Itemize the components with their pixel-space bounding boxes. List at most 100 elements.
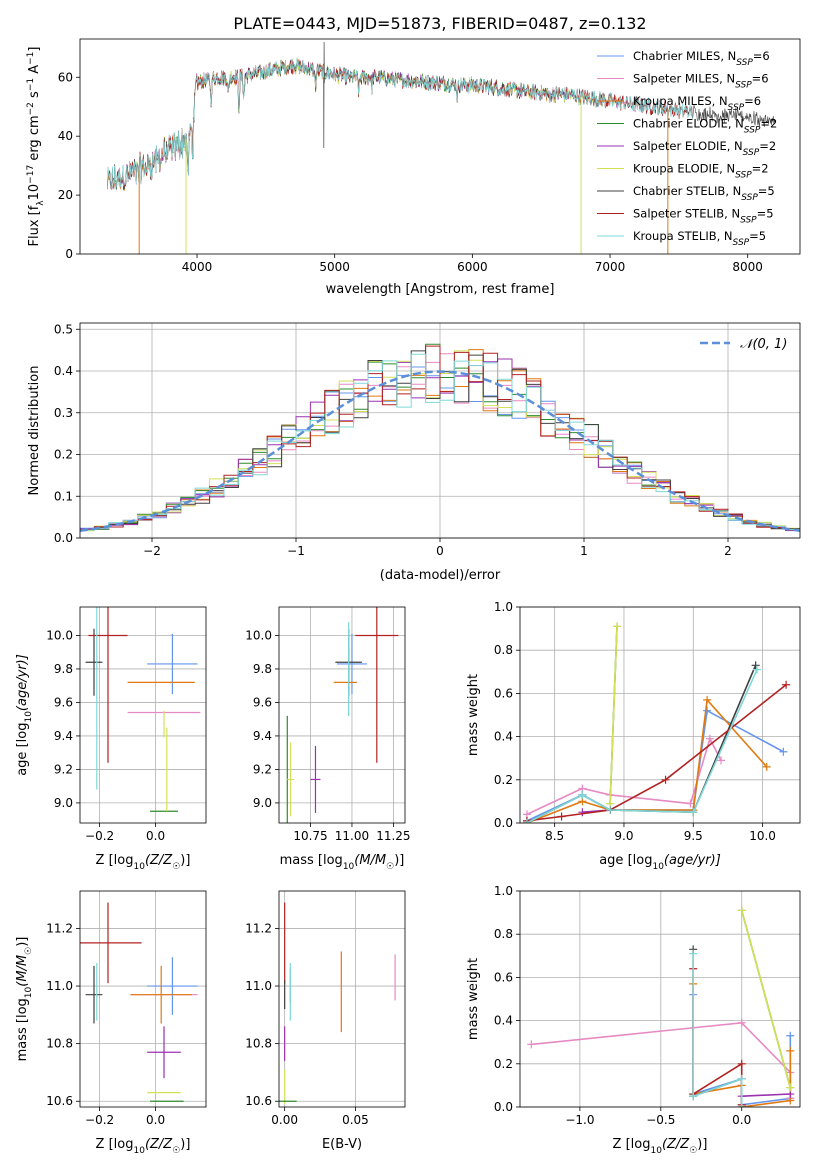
- mass_weight_vs_z-marker-kroupa_stelib: [737, 1074, 746, 1083]
- mass_vs_z-frame: [79, 890, 207, 1108]
- mass_vs_z-ytick-label: 11.2: [46, 921, 73, 935]
- mass_weight_vs_z-frame: [519, 890, 801, 1108]
- mass_weight_vs_age-marker-chabrier_miles: [703, 706, 712, 715]
- legend-label-chabrier_miles: Chabrier MILES, NSSP=6: [633, 49, 770, 68]
- mass_weight_vs_age-marker-salpeter_stelib: [557, 812, 566, 821]
- age_vs_mass-xtick-label: 10.75: [293, 829, 327, 843]
- mass_weight_vs_z-xlabel: Z [log10(Z/Z☉)]: [613, 1137, 708, 1156]
- mass_vs_z-ytick-label: 10.8: [46, 1037, 73, 1051]
- residuals-xtick-label: −2: [143, 544, 161, 558]
- mass_weight_vs_z-marker-salpeter_miles: [527, 1040, 536, 1049]
- age_vs_mass-plot: [286, 607, 399, 823]
- mass_vs_z-ytick-label: 10.6: [46, 1094, 73, 1108]
- residuals-plot: [80, 343, 800, 532]
- mass_vs_ebv-plot: [279, 902, 396, 1105]
- hist-legend-label: 𝒩(0, 1): [740, 337, 787, 352]
- mass_weight_vs_age-ytick-label: 1.0: [494, 600, 513, 614]
- mass_vs_z-ytick-label: 11.0: [46, 979, 73, 993]
- mass_weight_vs_z-marker-kroupa_miles: [786, 1046, 795, 1055]
- age_vs_z-ytick-label: 9.8: [54, 662, 73, 676]
- age_vs_mass-ytick-label: 9.8: [253, 662, 272, 676]
- mass_weight_vs_z-plot: [527, 906, 795, 1107]
- age_vs_z-ytick-label: 10.0: [46, 628, 73, 642]
- age_vs_z-frame: [79, 606, 207, 824]
- figure-title: PLATE=0443, MJD=51873, FIBERID=0487, z=0…: [233, 14, 646, 33]
- mass_weight_vs_age-line-kroupa_elodie: [609, 626, 618, 804]
- mass_vs_ebv-axes: 0.00 0.05 10.6 10.8 11.0 11.2 E(B-V): [245, 890, 406, 1152]
- residuals-xtick-label: 1: [580, 544, 588, 558]
- mass_vs_ebv-ytick-label: 10.8: [245, 1037, 272, 1051]
- mass_weight_vs_z-marker-kroupa_stelib: [689, 949, 698, 958]
- mass_weight_vs_age-xtick-label: 9.5: [684, 829, 703, 843]
- mass_weight_vs_age-marker-salpeter_elodie: [578, 808, 587, 817]
- legend-label-kroupa_stelib: Kroupa STELIB, NSSP=5: [633, 229, 766, 248]
- mass_weight_vs_age-xtick-label: 9.0: [614, 829, 633, 843]
- mass_weight_vs_age-marker-salpeter_stelib: [661, 775, 670, 784]
- mass_weight_vs_age-marker-kroupa_elodie: [613, 622, 622, 631]
- mass_weight_vs_age-marker-kroupa_stelib: [578, 790, 587, 799]
- spectrum-frame: [79, 38, 801, 255]
- spectrum-axes: 4000 5000 6000 7000 8000 0 20 40 60 wavelength [A…: [26, 38, 801, 297]
- spectrum-xtick-label: 8000: [732, 260, 763, 274]
- spectrum-xtick-label: 6000: [457, 260, 488, 274]
- mass_weight_vs_age-marker-kroupa_stelib: [522, 819, 531, 823]
- hist-series-salpeter_stelib: [80, 345, 800, 531]
- age_vs_z-ytick-label: 9.0: [54, 796, 73, 810]
- legend-label-salpeter_stelib: Salpeter STELIB, NSSP=5: [633, 207, 774, 226]
- mass_weight_vs_age-ytick-label: 0.0: [494, 816, 513, 830]
- mass_weight_vs_age-ytick-label: 0.4: [494, 730, 513, 744]
- hist-normal-curve: [80, 370, 800, 532]
- mass_weight_vs_z-xtick-label: −0.5: [646, 1113, 675, 1127]
- mass_weight_vs_z-marker-kroupa_elodie: [786, 1083, 795, 1092]
- residuals-ytick-label: 0.0: [54, 531, 73, 545]
- residuals-axes: −2 −1 0 1 2 0.0 0.1 0.2 0.3 0.4 0.5 (data-model)/er…: [27, 322, 801, 583]
- mass_vs_ebv-ytick-label: 11.0: [245, 979, 272, 993]
- age-vs-z-ylabel: age [log10(age/yr)]: [15, 654, 34, 776]
- mass_weight_vs_age-xtick-label: 8.5: [545, 829, 564, 843]
- legend-label-salpeter_miles: Salpeter MILES, NSSP=6: [633, 72, 769, 91]
- mass_weight_vs_age-marker-salpeter_miles: [705, 734, 714, 743]
- mass_weight_vs_age-marker-salpeter_stelib: [782, 680, 791, 689]
- mass_weight_vs_z-ytick-label: 0.2: [494, 1057, 513, 1071]
- mass_weight_vs_z-ytick-label: 0.8: [494, 927, 513, 941]
- mass_weight_vs_age-marker-chabrier_stelib: [751, 661, 760, 670]
- mass_weight_vs_age-marker-kroupa_stelib: [606, 806, 615, 815]
- age-vs-mass-xlabel: mass [log10(M/M☉)]: [280, 853, 405, 872]
- age_vs_mass-xtick-label: 11.25: [376, 829, 410, 843]
- residuals-xtick-label: 0: [436, 544, 444, 558]
- mass_weight_vs_age-marker-salpeter_miles: [716, 756, 725, 765]
- age_vs_z-xtick-label: −0.2: [85, 829, 114, 843]
- hist-ylabel: Normed distribution: [27, 366, 42, 496]
- mass_weight_vs_z-ytick-label: 0.6: [494, 970, 513, 984]
- residuals-ytick-label: 0.2: [54, 448, 73, 462]
- age_vs_z-xtick-label: 0.0: [146, 829, 165, 843]
- residuals-xtick-label: −1: [287, 544, 305, 558]
- mass_weight_vs_age-line-kroupa_stelib: [526, 669, 758, 823]
- mass_weight_vs_z-marker-salpeter_stelib: [737, 1059, 746, 1068]
- mass_vs_ebv-xtick-label: 0.05: [342, 1113, 369, 1127]
- spectrum-ytick-label: 60: [58, 70, 73, 84]
- mass_weight_vs_age-marker-kroupa_stelib: [689, 808, 698, 817]
- legend-label-salpeter_elodie: Salpeter ELODIE, NSSP=2: [633, 139, 776, 158]
- mass_weight_vs_z-xtick-label: 0.0: [732, 1113, 751, 1127]
- mass_weight_vs_age-marker-kroupa_miles: [762, 762, 771, 771]
- mass_weight_vs_age-frame: [519, 606, 801, 824]
- age_vs_z-axes: −0.2 0.0 9.0 9.2 9.4 9.6 9.8 10.0 Z [log10(Z/Z☉)…: [15, 606, 207, 872]
- legend-label-chabrier_stelib: Chabrier STELIB, NSSP=5: [633, 184, 775, 203]
- spectrum-xlabel: wavelength [Angstrom, rest frame]: [326, 282, 555, 297]
- mass_weight_vs_age-ytick-label: 0.2: [494, 773, 513, 787]
- mass_vs_ebv-frame: [278, 890, 406, 1108]
- hist-xlabel: (data-model)/error: [380, 568, 501, 583]
- hist-series-kroupa_stelib: [80, 353, 800, 531]
- mass_weight_vs_age-xtick-label: 10.0: [749, 829, 776, 843]
- spectrum-series-kroupa_stelib: [107, 57, 693, 190]
- age_vs_mass-ytick-label: 9.0: [253, 796, 272, 810]
- age_vs_mass-axes: 10.75 11.00 11.25 9.0 9.2 9.4 9.6 9.8 10.0 mass […: [245, 606, 411, 872]
- mass_weight_vs_age-ytick-label: 0.8: [494, 643, 513, 657]
- mass_weight_vs_age-line-chabrier_stelib: [526, 664, 757, 823]
- mass_weight_vs_z-marker-salpeter_miles: [737, 1018, 746, 1027]
- mass_weight_vs_z-line-salpeter_elodie: [741, 1093, 791, 1097]
- residuals-ytick-label: 0.3: [54, 406, 73, 420]
- mass_vs_z-xtick-label: 0.0: [146, 1113, 165, 1127]
